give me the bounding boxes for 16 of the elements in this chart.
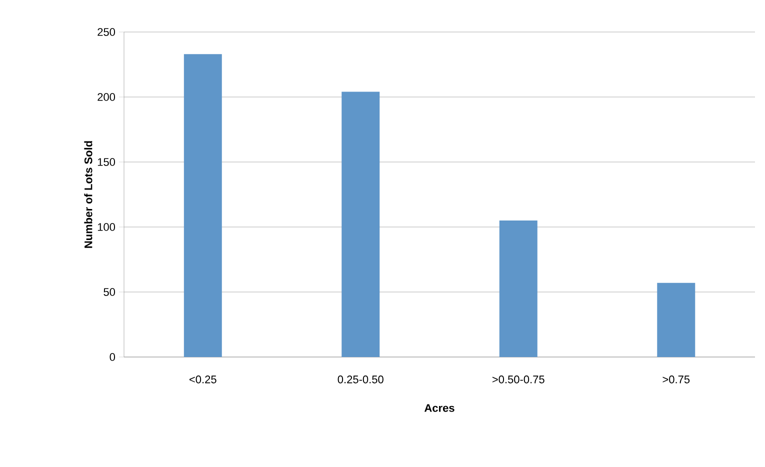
- bar: [657, 282, 696, 357]
- x-tick-label: >0.75: [662, 376, 690, 384]
- bar: [184, 54, 222, 357]
- bar: [499, 220, 538, 357]
- y-tick-label: 50: [104, 288, 116, 296]
- bar: [342, 92, 380, 357]
- y-tick-label: 200: [98, 93, 116, 101]
- y-tick-label: 250: [98, 28, 116, 36]
- y-axis-title: Number of Lots Sold: [84, 141, 92, 248]
- x-tick-label: 0.25-0.50: [338, 376, 384, 384]
- x-axis-title: Acres: [424, 404, 454, 412]
- y-tick-label: 0: [110, 353, 116, 361]
- y-tick-label: 100: [98, 223, 116, 231]
- x-tick-label: >0.50-0.75: [492, 376, 544, 384]
- y-tick-label: 150: [98, 158, 116, 166]
- x-tick-label: <0.25: [190, 376, 216, 384]
